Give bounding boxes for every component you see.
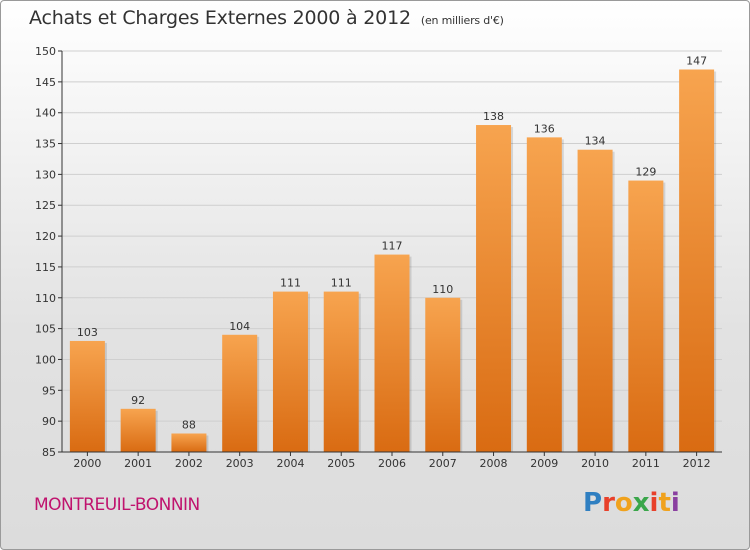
y-tick-label: 110 <box>35 292 56 305</box>
x-tick-label: 2006 <box>378 457 406 470</box>
bar-value-label: 111 <box>280 277 301 290</box>
bar-value-label: 110 <box>432 283 453 296</box>
bar <box>476 125 512 453</box>
bar-value-label: 103 <box>77 326 98 339</box>
bar-value-label: 111 <box>331 277 352 290</box>
bar <box>374 254 410 452</box>
x-tick-label: 2007 <box>429 457 457 470</box>
x-tick-label: 2003 <box>226 457 254 470</box>
x-tick-label: 2002 <box>175 457 203 470</box>
data-labels: 103 92 88 104 111 111 117 110 138 136 134 129 147 <box>77 55 707 432</box>
y-tick-label: 115 <box>35 261 56 274</box>
x-tick-label: 2009 <box>530 457 558 470</box>
y-tick-label: 90 <box>42 415 56 428</box>
bar-value-label: 129 <box>635 166 656 179</box>
x-tick-label: 2011 <box>632 457 660 470</box>
bar <box>120 408 156 452</box>
logo-letter: o <box>614 488 633 518</box>
bar-value-label: 117 <box>382 240 403 253</box>
y-tick-label: 125 <box>35 199 56 212</box>
chart-subtitle: (en milliers d'€) <box>420 14 504 27</box>
bar <box>679 69 715 452</box>
bar <box>577 149 613 452</box>
bar-value-label: 134 <box>585 135 606 148</box>
logo-letter: t <box>658 488 671 518</box>
logo-letter: i <box>649 488 659 518</box>
logo-letter: r <box>602 488 615 518</box>
chart-title-text: Achats et Charges Externes 2000 à 2012 <box>29 7 411 29</box>
bar-value-label: 138 <box>483 110 504 123</box>
x-tick-label: 2001 <box>124 457 152 470</box>
logo-letter: x <box>632 488 650 518</box>
bar <box>272 291 308 452</box>
y-tick-label: 140 <box>35 107 56 120</box>
bar <box>425 297 461 452</box>
y-tick-label: 85 <box>42 446 56 459</box>
town-name: MONTREUIL-BONNIN <box>34 495 200 515</box>
bar-value-label: 88 <box>182 418 196 431</box>
x-tick-label: 2008 <box>480 457 508 470</box>
bar <box>628 180 664 453</box>
x-tick-label: 2004 <box>276 457 304 470</box>
logo-letter: P <box>583 488 603 518</box>
axes: 85 90 95 100 105 110 115 120 125 130 135 140 145 150 2… <box>35 45 722 470</box>
y-tick-label: 95 <box>42 384 56 397</box>
x-tick-label: 2010 <box>581 457 609 470</box>
x-tick-label: 2012 <box>683 457 711 470</box>
chart-title: Achats et Charges Externes 2000 à 2012 (e… <box>29 7 504 29</box>
logo-letter: i <box>670 488 680 518</box>
bar-value-label: 147 <box>686 55 707 68</box>
proxiti-logo: Proxiti <box>583 488 680 518</box>
y-tick-label: 150 <box>35 45 56 58</box>
bar <box>171 433 207 452</box>
bar-value-label: 92 <box>131 394 145 407</box>
y-tick-label: 130 <box>35 168 56 181</box>
bar <box>323 291 359 452</box>
bar <box>69 340 105 452</box>
y-tick-label: 105 <box>35 323 56 336</box>
bar-value-label: 136 <box>534 122 555 135</box>
x-tick-label: 2000 <box>73 457 101 470</box>
y-tick-label: 135 <box>35 138 56 151</box>
bars <box>69 69 717 453</box>
bar <box>526 137 562 452</box>
y-tick-label: 145 <box>35 76 56 89</box>
x-tick-label: 2005 <box>327 457 355 470</box>
bar-value-label: 104 <box>229 320 250 333</box>
y-tick-label: 100 <box>35 353 56 366</box>
bar <box>222 334 258 452</box>
y-tick-label: 120 <box>35 230 56 243</box>
